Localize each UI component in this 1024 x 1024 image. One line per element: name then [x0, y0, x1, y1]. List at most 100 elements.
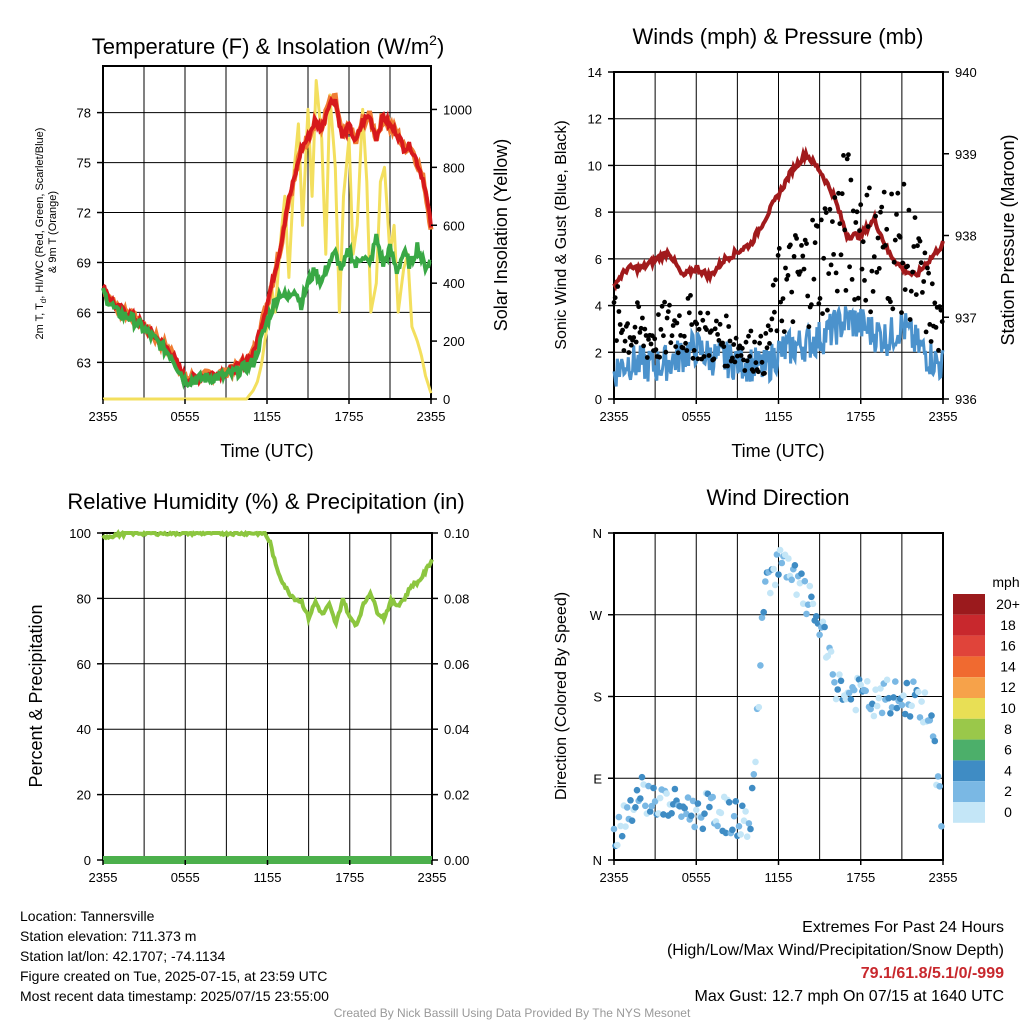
- direction-point: [890, 694, 897, 701]
- y2-tick-label: 800: [443, 160, 465, 175]
- direction-point: [739, 802, 746, 810]
- gust-point: [755, 369, 761, 375]
- direction-point: [750, 771, 758, 778]
- direction-point: [648, 802, 656, 810]
- gust-point: [779, 318, 785, 324]
- gust-point: [863, 297, 869, 303]
- gust-point: [918, 260, 924, 266]
- gust-point: [694, 321, 700, 327]
- gust-point: [820, 311, 825, 316]
- y-tick-label: 75: [77, 156, 91, 171]
- gust-point: [844, 156, 850, 162]
- legend-label: 14: [1000, 658, 1016, 674]
- gust-point: [892, 237, 898, 243]
- x-tick-label: 1755: [846, 409, 875, 424]
- max-gust: Max Gust: 12.7 mph On 07/15 at 1640 UTC: [694, 988, 1005, 1005]
- direction-point: [903, 679, 911, 687]
- credit-line: Created By Nick Bassill Using Data Provi…: [333, 1006, 691, 1020]
- gust-point: [653, 347, 659, 353]
- gust-point: [723, 313, 729, 319]
- gust-point: [900, 260, 906, 266]
- direction-point: [735, 823, 743, 830]
- direction-point: [668, 810, 675, 817]
- gust-point: [628, 342, 634, 348]
- direction-point: [688, 812, 695, 820]
- gust-point: [857, 228, 862, 234]
- legend-swatch: [953, 677, 985, 698]
- gust-point: [890, 306, 896, 312]
- gust-point: [806, 324, 812, 330]
- gust-point: [884, 226, 890, 232]
- gust-point: [811, 276, 817, 282]
- gust-point: [678, 333, 683, 338]
- gust-point: [843, 288, 849, 293]
- y2-tick-label: 400: [443, 276, 465, 291]
- gust-point: [869, 268, 875, 274]
- legend-label: 8: [1004, 721, 1012, 737]
- recent-timestamp: Most recent data timestamp: 2025/07/15 2…: [20, 988, 329, 1004]
- direction-point: [732, 798, 739, 805]
- legend-swatch: [953, 781, 985, 802]
- direction-point: [827, 648, 835, 655]
- direction-ylabel: Direction (Colored By Speed): [553, 592, 570, 800]
- y2-tick-label: 940: [955, 65, 977, 80]
- direction-point: [829, 671, 837, 678]
- direction-point: [637, 795, 644, 802]
- direction-point: [910, 678, 917, 685]
- direction-point: [610, 825, 618, 833]
- gust-point: [830, 219, 835, 225]
- x-tick-label: 0555: [682, 870, 711, 885]
- direction-point: [638, 773, 646, 781]
- gust-point: [883, 243, 888, 248]
- y-tick-label: 66: [77, 305, 91, 320]
- direction-point: [745, 820, 753, 827]
- gust-point: [810, 217, 815, 223]
- gust-point: [879, 204, 885, 210]
- direction-ticks: 2355 0555 1155 1755 2355 N E S W N: [590, 526, 958, 885]
- gust-point: [701, 354, 707, 359]
- gust-point: [704, 327, 709, 332]
- gust-point: [632, 324, 638, 330]
- gust-point: [855, 295, 861, 301]
- direction-point: [821, 623, 828, 631]
- direction-point: [883, 676, 891, 684]
- legend-label: 2: [1004, 783, 1012, 799]
- y2-tick-label: 0: [443, 392, 450, 407]
- gust-point: [767, 341, 772, 346]
- direction-point: [816, 631, 823, 639]
- gust-point: [681, 333, 687, 339]
- direction-point: [862, 687, 869, 695]
- gust-point: [717, 321, 723, 327]
- winds-ylabel: Sonic Wind & Gust (Blue, Black): [553, 120, 570, 349]
- legend-label: 12: [1000, 679, 1016, 695]
- direction-point: [867, 705, 874, 713]
- gust-point: [765, 323, 771, 329]
- gust-point: [674, 320, 680, 326]
- direction-point: [681, 805, 688, 812]
- direction-point: [806, 582, 814, 590]
- gust-point: [759, 359, 765, 365]
- direction-point: [760, 608, 767, 616]
- gust-point: [625, 321, 630, 327]
- y-tick-label: 8: [595, 205, 602, 220]
- direction-point: [804, 601, 812, 608]
- gust-point: [860, 239, 866, 245]
- direction-point: [701, 810, 708, 817]
- extremes-values: 79.1/61.8/5.1/0/-999: [860, 965, 1004, 982]
- panel-wind-direction: Wind Direction 2355 0555 1155 1755 2355 N E S W N…: [553, 485, 1020, 885]
- gust-point: [770, 282, 776, 288]
- direction-point: [885, 694, 892, 702]
- direction-point: [918, 698, 925, 705]
- direction-point: [651, 798, 659, 805]
- y2-tick-label: 937: [955, 310, 977, 325]
- gust-point: [823, 210, 829, 216]
- x-tick-label: 0555: [682, 409, 711, 424]
- gust-point: [633, 339, 639, 345]
- direction-point: [709, 793, 716, 801]
- gust-point: [663, 349, 669, 355]
- gust-point: [859, 266, 865, 272]
- gust-point: [714, 318, 719, 324]
- gust-point: [616, 309, 622, 314]
- gust-point: [852, 297, 857, 302]
- direction-point: [618, 832, 626, 840]
